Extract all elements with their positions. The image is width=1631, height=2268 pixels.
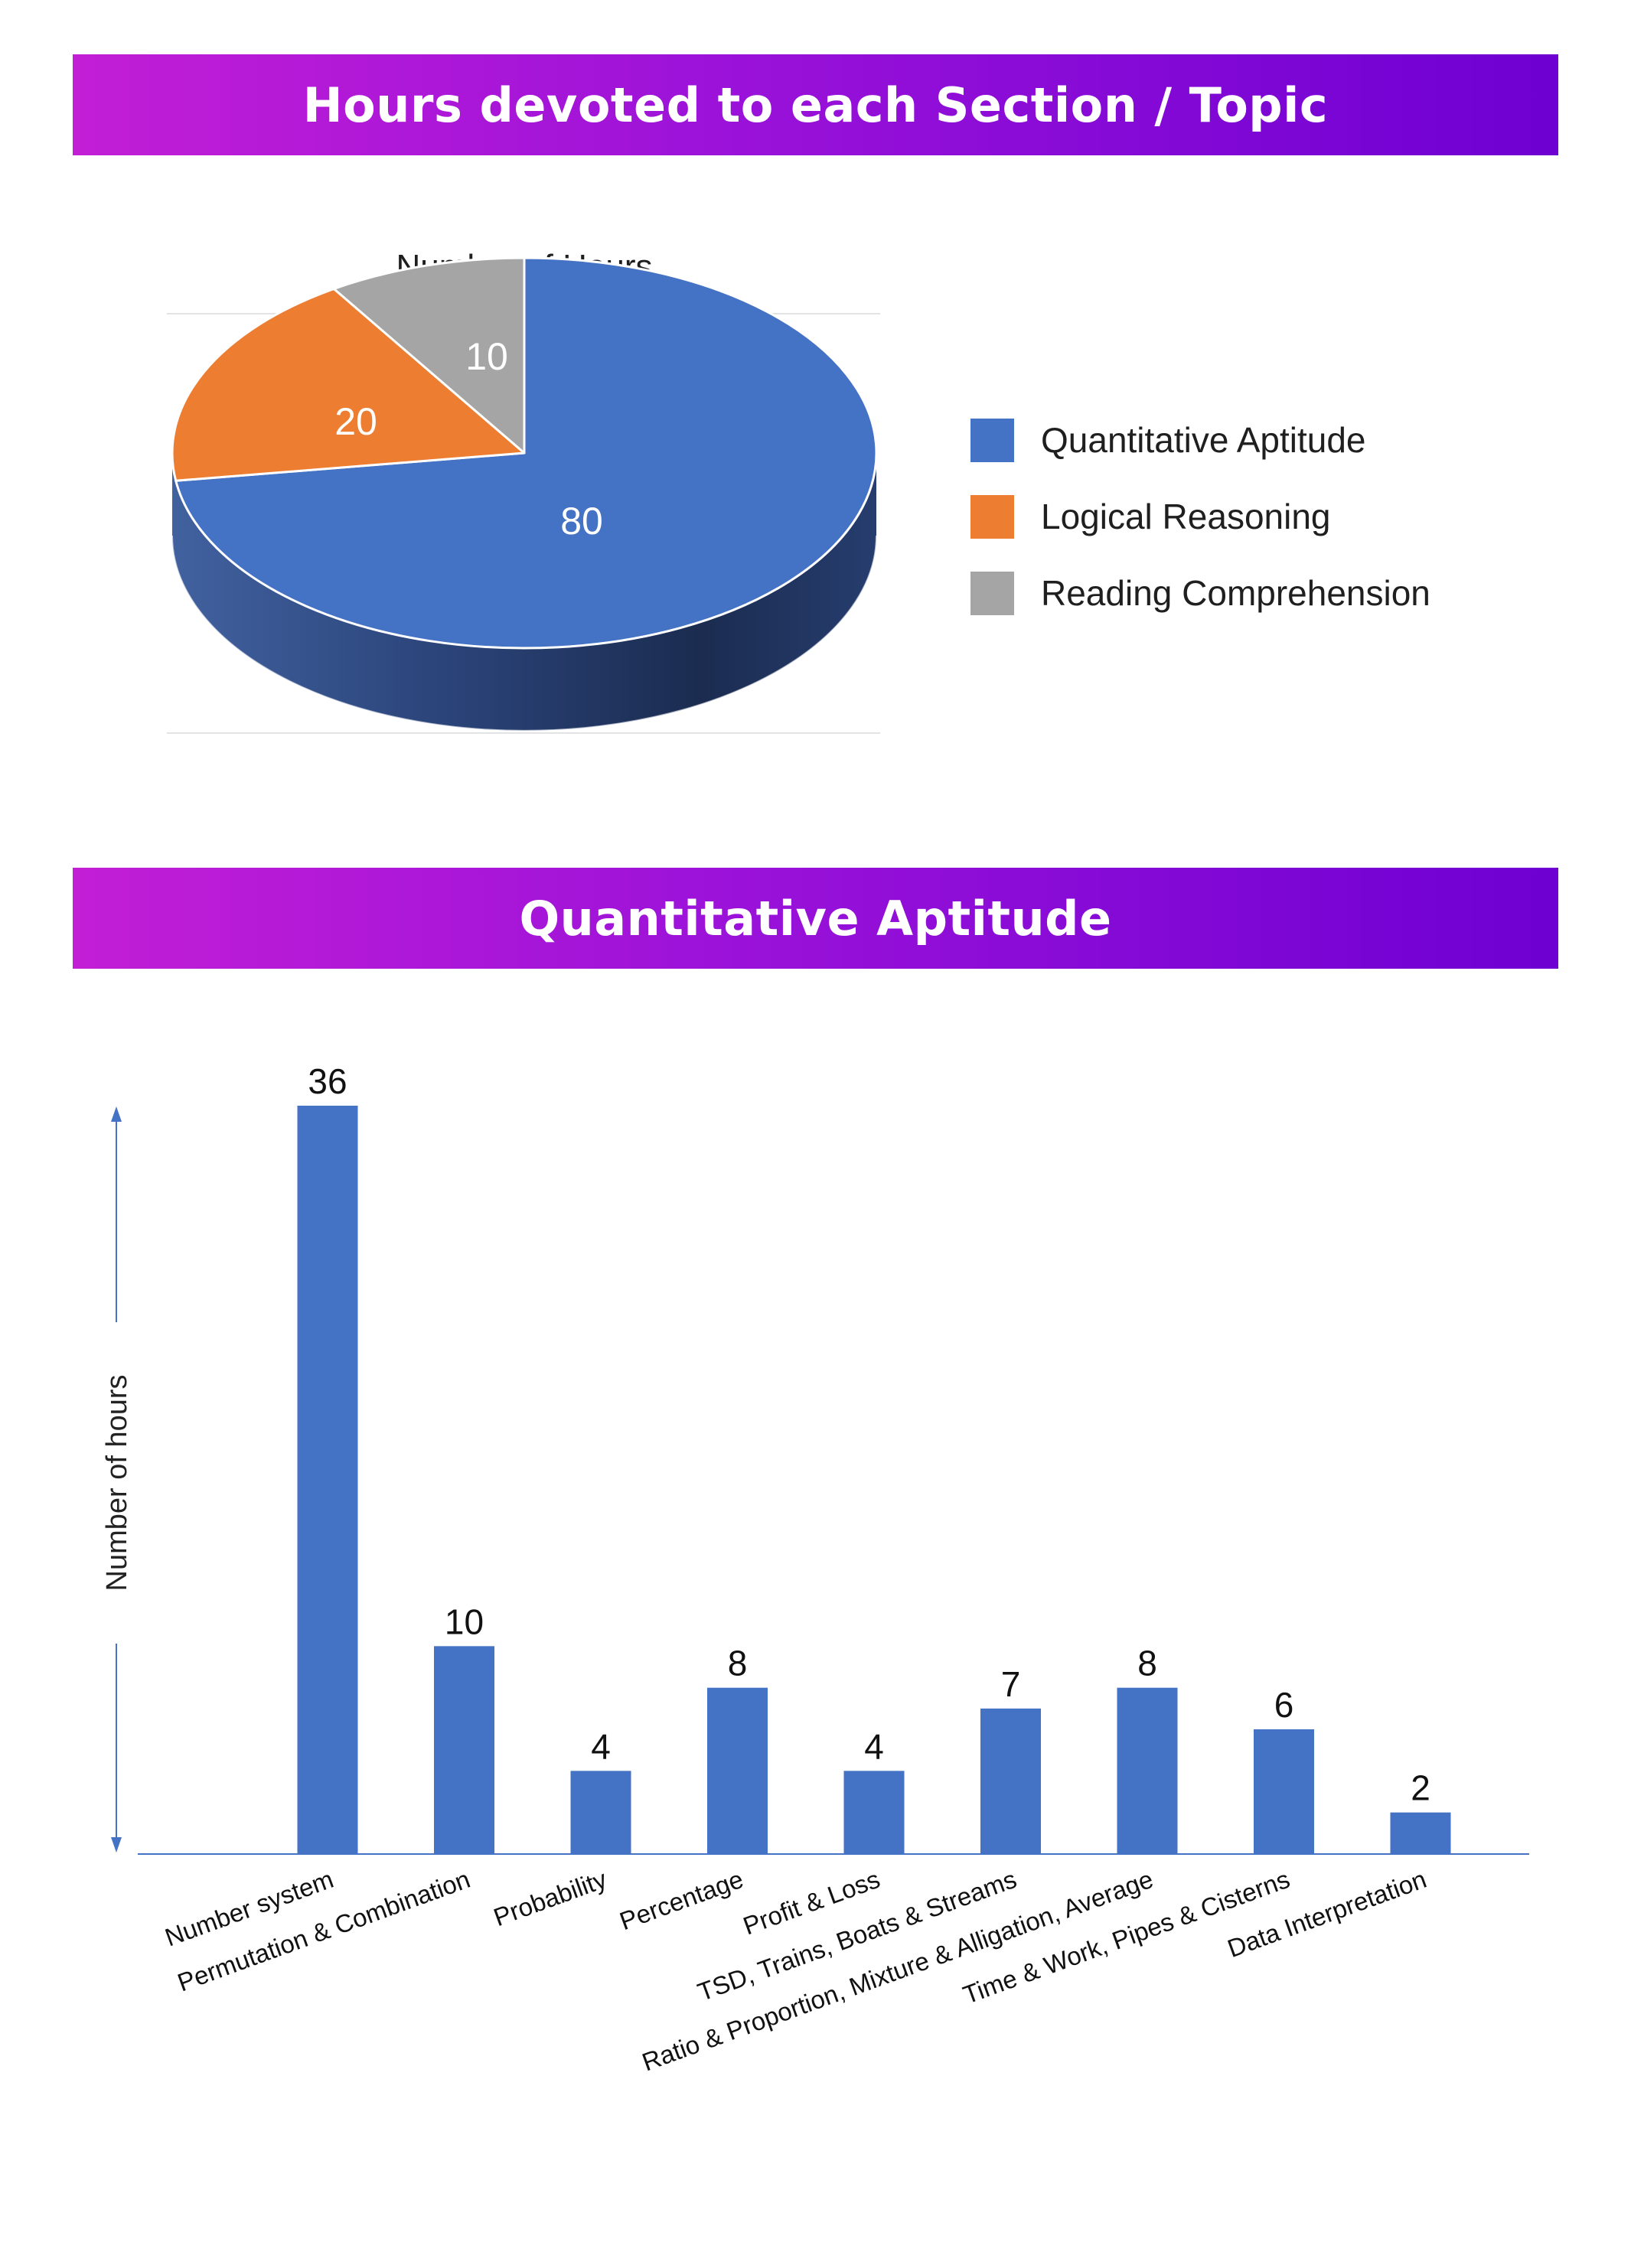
qa-banner-title: Quantitative Aptitude [519,890,1112,947]
y-axis-arrowhead-down [111,1837,122,1853]
y-axis: Number of hours [101,1106,1529,1855]
legend-swatch [970,495,1014,539]
bar-value-label: 4 [864,1726,884,1766]
bar-value-label: 7 [1001,1664,1021,1704]
bar [1254,1729,1314,1854]
legend-item: Quantitative Aptitude [970,419,1366,462]
category-label: Number system [161,1865,338,1952]
bar-value-label: 6 [1274,1685,1294,1725]
legend-label: Logical Reasoning [1041,497,1331,536]
bar [980,1708,1041,1854]
pie-slices [171,256,878,650]
bar-value-label: 4 [591,1726,611,1766]
bar-value-label: 2 [1411,1768,1430,1808]
legend-item: Reading Comprehension [970,572,1430,615]
category-label: Time & Work, Pipes & Cisterns [959,1865,1293,2009]
category-label: Ratio & Proportion, Mixture & Alligation… [638,1865,1156,2077]
section-banner: Hours devoted to each Section / Topic [73,54,1558,155]
category-label: TSD, Trains, Boats & Streams [694,1865,1020,2006]
bar-value-label: 8 [728,1644,748,1683]
qa-banner: Quantitative Aptitude [73,868,1558,969]
section-banner-title: Hours devoted to each Section / Topic [302,77,1329,133]
pie-side-wall [171,453,877,732]
legend-swatch [970,419,1014,462]
bar [570,1771,631,1854]
legend-item: Logical Reasoning [970,495,1331,539]
category-label: Permutation & Combination [174,1865,474,1997]
bar-value-label: 8 [1137,1644,1157,1683]
pie-bottom-edge [171,535,877,732]
pie-data-label: 10 [465,335,508,378]
pie-legend: Quantitative Aptitude Logical Reasoning Re… [970,419,1430,615]
bar [1117,1687,1178,1854]
bars [297,1106,1451,1854]
bar [707,1687,768,1854]
bar-value-labels: 36 10 4 8 4 7 8 6 2 [308,1061,1430,1808]
bar-value-label: 36 [308,1061,347,1101]
category-label: Profit & Loss [739,1865,883,1941]
pie-data-labels: 80 20 10 [334,335,603,543]
category-label: Percentage [616,1865,747,1936]
y-axis-title: Number of hours [101,1374,133,1591]
category-label: Data Interpretation [1224,1865,1430,1963]
category-label: Probability [490,1865,611,1932]
legend-label: Quantitative Aptitude [1041,420,1366,460]
bar [297,1106,358,1854]
pie-data-label: 20 [334,400,377,443]
legend-label: Reading Comprehension [1041,573,1430,613]
y-axis-arrowhead-up [111,1106,122,1122]
pie-data-label: 80 [560,500,603,543]
legend-swatch [970,572,1014,615]
bar [1390,1812,1451,1854]
bar [434,1646,494,1854]
bar [843,1771,905,1854]
bar-value-label: 10 [445,1602,484,1641]
pie-rim [171,257,877,649]
pie-side-front [172,453,876,731]
